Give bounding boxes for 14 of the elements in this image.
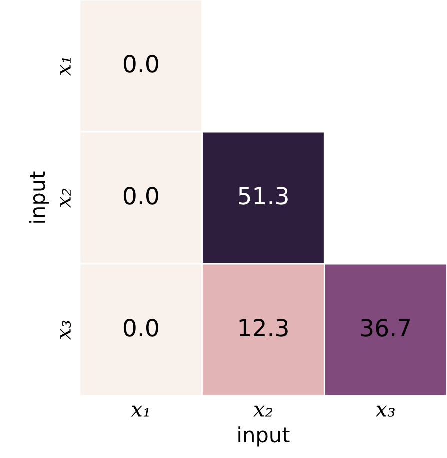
data-label: 36.7	[361, 318, 410, 337]
x-tick-label: x₂	[254, 406, 273, 417]
data-label: 12.3	[240, 318, 288, 337]
data-label: 0.0	[124, 186, 158, 205]
y-axis-title: input	[29, 172, 50, 223]
y-tick-label: x₃	[60, 320, 72, 340]
data-label: 0.0	[124, 318, 158, 337]
x-tick-label: x₁	[131, 406, 149, 417]
y-tick-label: x₂	[60, 188, 71, 208]
x-axis-title: input	[238, 426, 290, 447]
data-label: 51.3	[239, 186, 288, 205]
data-label: 0.0	[124, 54, 158, 73]
y-tick-label: x₁	[60, 58, 71, 76]
x-tick-label: x₃	[376, 406, 395, 417]
